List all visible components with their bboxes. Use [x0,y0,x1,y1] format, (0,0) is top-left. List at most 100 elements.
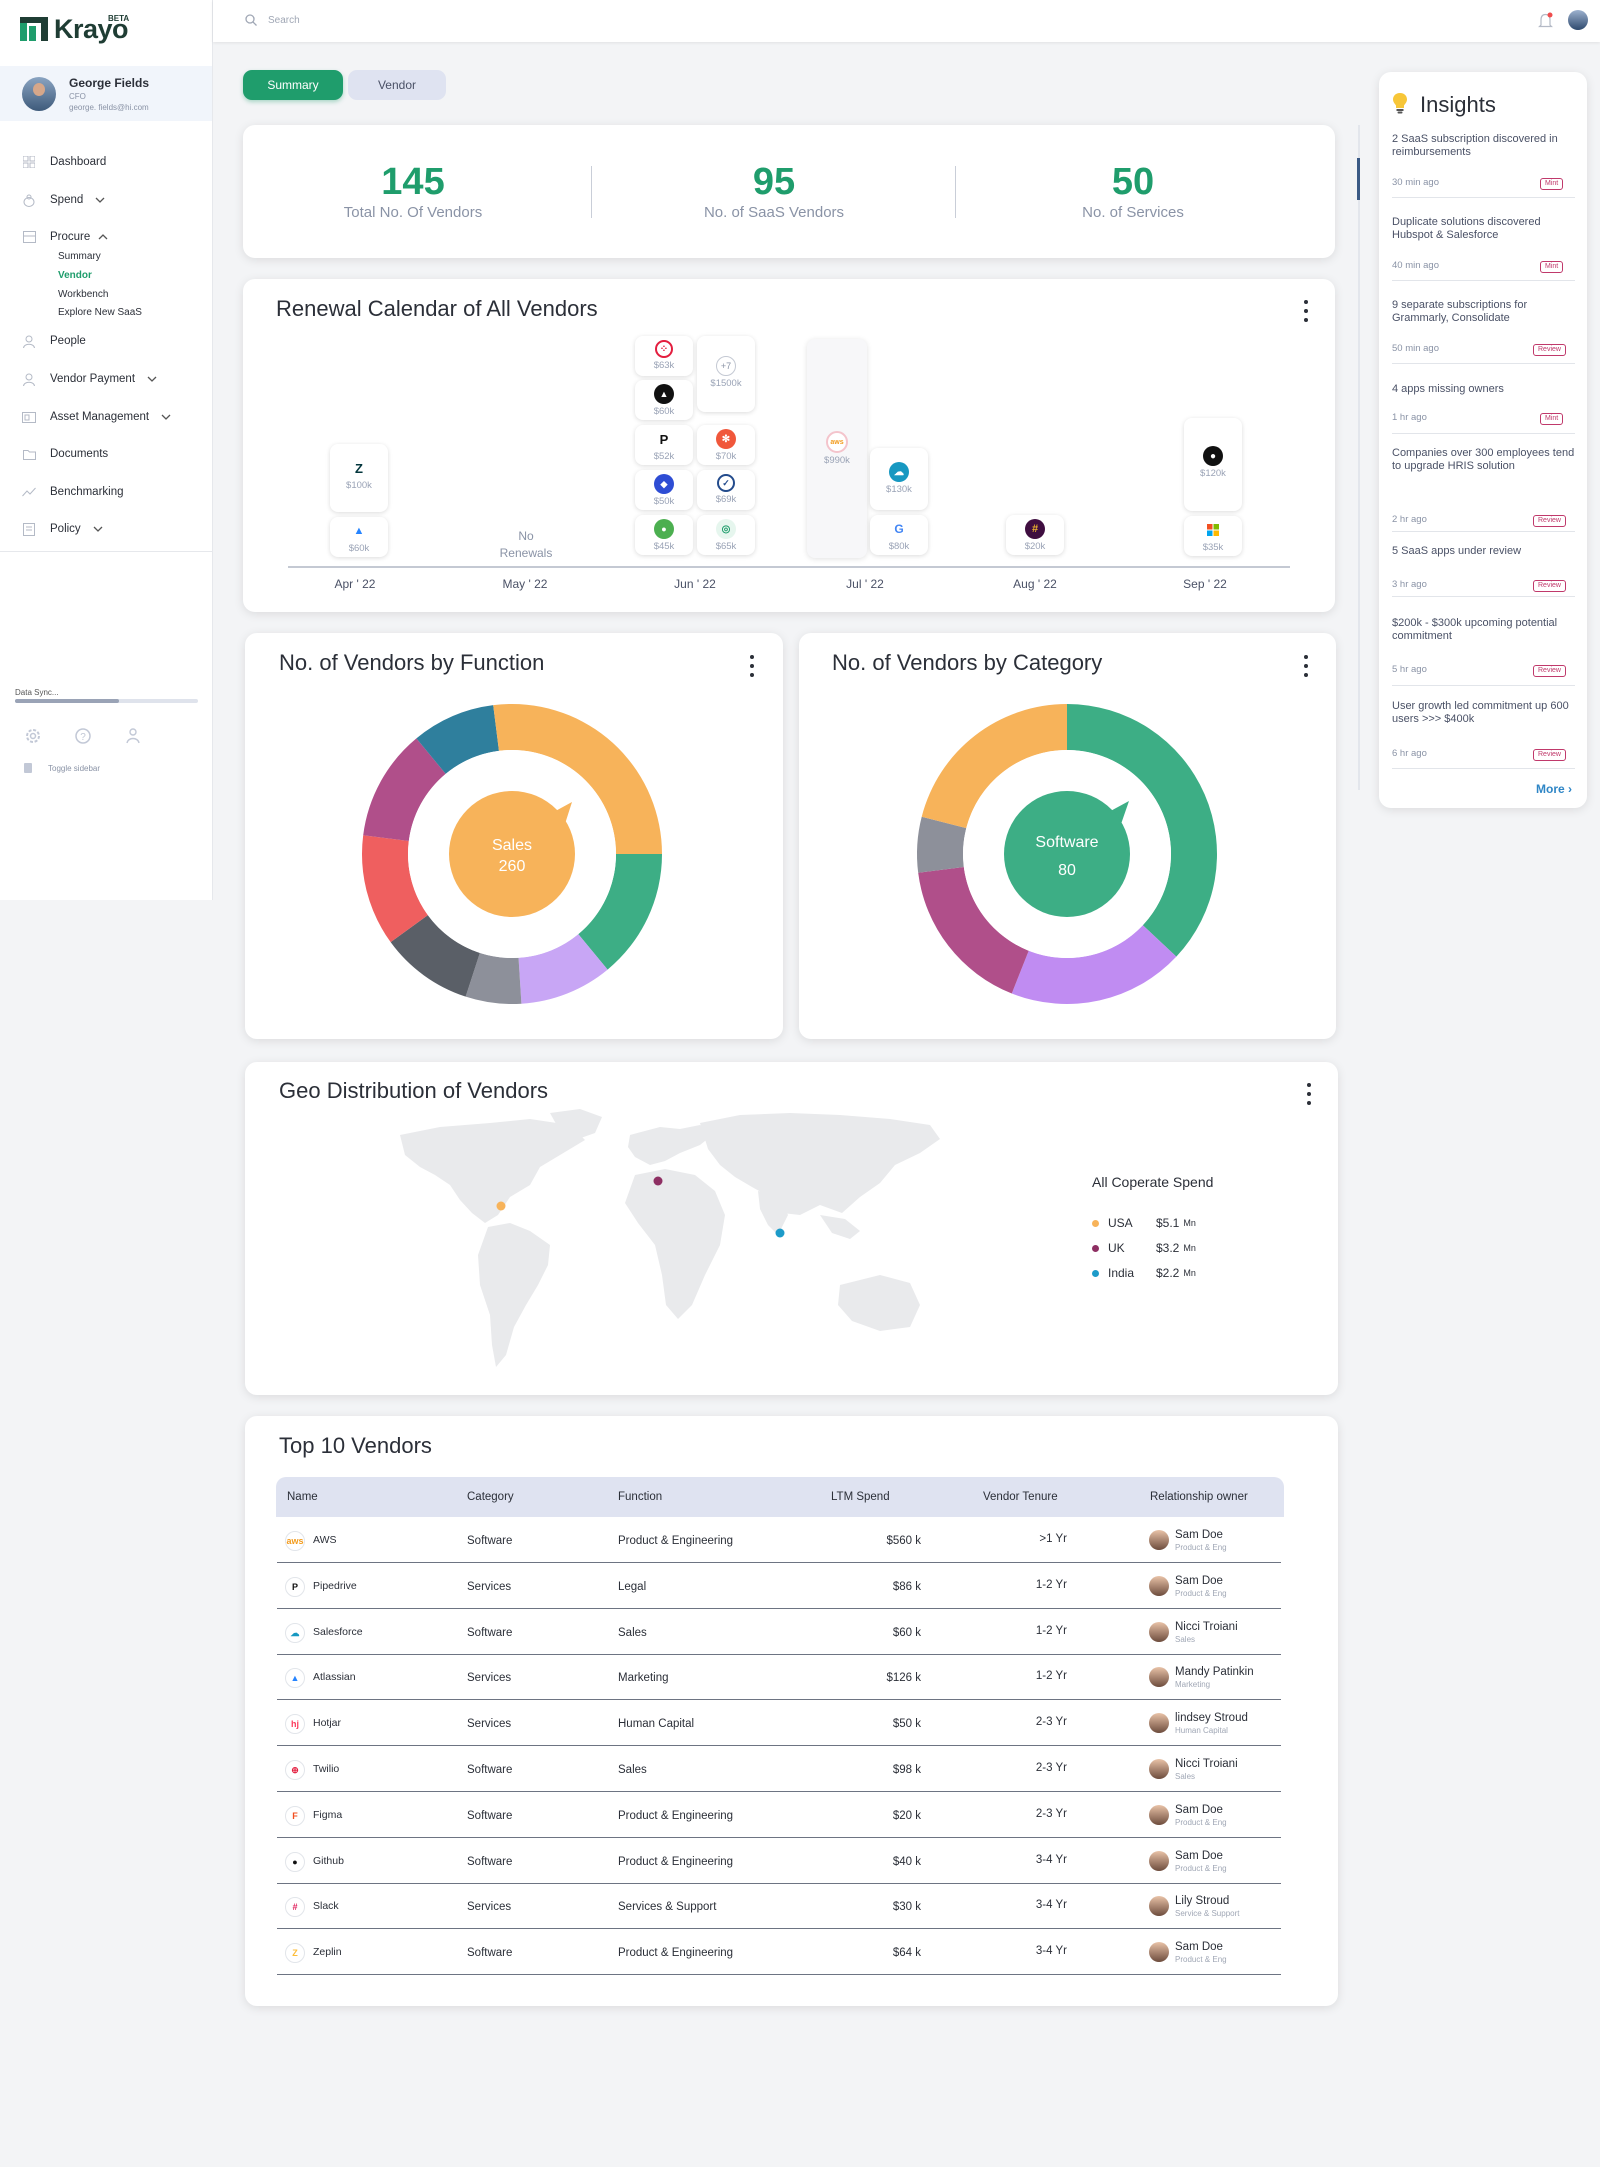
column-header-relationship-owner[interactable]: Relationship owner [1150,1491,1248,1503]
column-header-category[interactable]: Category [467,1491,514,1503]
sidebar-item-vendor-payment[interactable]: Vendor Payment [0,366,212,392]
user-profile-card[interactable]: George Fields CFO george. fields@hi.com [0,66,212,121]
search-icon[interactable] [245,14,257,26]
owner-name[interactable]: Sam Doe [1175,1575,1223,1587]
renewal-chip-vendor[interactable]: ◆ $50k [635,470,693,510]
renewal-chip-vendor[interactable]: ◎ $65k [697,515,755,555]
column-header-ltm-spend[interactable]: LTM Spend [831,1491,890,1503]
table-row[interactable]: # Slack Services Services & Support $30 k 3-4… [277,1883,1281,1929]
insight-item[interactable]: 2 SaaS subscription discovered in reimbu… [1392,133,1575,159]
column-header-vendor-tenure[interactable]: Vendor Tenure [983,1491,1058,1503]
insight-item[interactable]: $200k - $300k upcoming potential commitm… [1392,617,1575,643]
owner-name[interactable]: Mandy Patinkin [1175,1666,1254,1678]
vendor-name[interactable]: Hotjar [313,1717,342,1729]
vendor-name[interactable]: Github [313,1855,344,1867]
donut-segment[interactable] [1067,704,1217,957]
chevron-down-icon[interactable] [95,194,105,206]
renewal-chip-atlassian[interactable]: ▲ $60k [330,517,388,557]
usa-marker[interactable] [496,1201,506,1211]
insight-badge[interactable]: Mint [1540,261,1564,273]
donut-segment[interactable] [390,915,480,997]
gear-icon[interactable] [24,727,42,745]
sidebar-item-spend[interactable]: Spend [0,187,212,213]
brand-logo[interactable]: Krayo [20,12,129,46]
chevron-down-icon[interactable] [93,523,103,535]
renewal-chip-microsoft[interactable]: $35k [1184,516,1242,556]
function-donut-chart[interactable]: Sales 260 [352,694,672,1014]
owner-name[interactable]: Sam Doe [1175,1941,1223,1953]
insight-item[interactable]: 4 apps missing owners [1392,383,1575,396]
renewal-chip-twilio[interactable]: ⁘ $63k [635,336,693,376]
search-input[interactable]: Search [268,15,300,26]
renewal-chip-vendor[interactable]: ● $45k [635,515,693,555]
table-row[interactable]: ● Github Software Product & Engineering $40 … [277,1838,1281,1884]
owner-name[interactable]: Nicci Troiani [1175,1758,1238,1770]
sidebar-subitem-workbench[interactable]: Workbench [58,289,109,300]
renewal-chip-hubspot[interactable]: ✻ $70k [697,425,755,465]
notification-bell-icon[interactable] [1538,12,1554,30]
renewal-chip-more[interactable]: +7 $1500k [697,336,755,412]
owner-name[interactable]: lindsey Stroud [1175,1712,1248,1724]
owner-name[interactable]: Sam Doe [1175,1804,1223,1816]
insight-item[interactable]: User growth led commitment up 600 users … [1392,700,1575,726]
table-row[interactable]: ▲ Atlassian Services Marketing $126 k 1-2 Yr M… [277,1654,1281,1700]
renewal-chip-salesforce[interactable]: ☁ $130k [870,448,928,510]
insight-badge[interactable]: Mint [1540,413,1564,425]
sidebar-item-policy[interactable]: Policy [0,516,212,542]
donut-segment[interactable] [465,952,522,1004]
column-header-name[interactable]: Name [287,1491,318,1503]
insight-item[interactable]: 9 separate subscriptions for Grammarly, … [1392,299,1575,325]
renewal-chip-slack[interactable]: # $20k [1006,515,1064,555]
insights-more-link[interactable]: More › [1536,782,1572,796]
owner-name[interactable]: Lily Stroud [1175,1895,1230,1907]
donut-segment[interactable] [363,738,446,841]
insight-item[interactable]: 5 SaaS apps under review [1392,545,1575,558]
renewal-chip-pipedrive[interactable]: P $52k [635,425,693,465]
toggle-sidebar-label[interactable]: Toggle sidebar [48,764,101,773]
renewal-chip-vendor[interactable]: ▲ $60k [635,380,693,420]
renewal-column-jul[interactable]: aws $990k [807,339,867,558]
donut-segment[interactable] [518,934,608,1004]
category-more-menu-icon[interactable] [1303,655,1309,677]
vendor-name[interactable]: Pipedrive [313,1580,357,1592]
sidebar-item-people[interactable]: People [0,328,212,354]
renewal-chip-google[interactable]: G $80k [870,515,928,555]
sidebar-item-benchmarking[interactable]: Benchmarking [0,479,212,505]
vendor-name[interactable]: Atlassian [313,1671,356,1683]
sidebar-subitem-vendor[interactable]: Vendor [58,270,92,281]
owner-name[interactable]: Sam Doe [1175,1850,1223,1862]
donut-segment[interactable] [512,704,662,854]
insight-item[interactable]: Duplicate solutions discovered Hubspot &… [1392,216,1575,242]
renewal-more-menu-icon[interactable] [1303,300,1309,322]
owner-name[interactable]: Nicci Troiani [1175,1621,1238,1633]
category-donut-chart[interactable]: Software 80 [907,694,1227,1014]
renewal-chip-vendor[interactable]: ✓ $69k [697,470,755,510]
owner-name[interactable]: Sam Doe [1175,1529,1223,1541]
uk-marker[interactable] [653,1176,663,1186]
donut-segment[interactable] [362,835,428,943]
top-user-avatar[interactable] [1568,10,1588,30]
vendor-name[interactable]: Figma [313,1809,343,1821]
insight-badge[interactable]: Mint [1540,178,1564,190]
vendor-name[interactable]: Twilio [313,1763,340,1775]
team-icon[interactable] [124,727,142,745]
donut-segment[interactable] [416,705,499,774]
insight-badge[interactable]: Review [1533,749,1566,761]
vendor-name[interactable]: Zeplin [313,1946,342,1958]
sidebar-toggle-icon[interactable] [24,763,32,773]
scrollbar-thumb[interactable] [1357,158,1360,200]
insight-badge[interactable]: Review [1533,665,1566,677]
sidebar-subitem-explore-new-saas[interactable]: Explore New SaaS [58,307,142,318]
insight-badge[interactable]: Review [1533,580,1566,592]
vendor-name[interactable]: Salesforce [313,1626,363,1638]
insight-item[interactable]: Companies over 300 employees tend to upg… [1392,447,1575,473]
chevron-down-icon[interactable] [161,411,171,423]
tab-summary[interactable]: Summary [243,70,343,100]
sidebar-item-dashboard[interactable]: Dashboard [0,149,212,175]
help-icon[interactable]: ? [74,727,92,745]
chevron-down-icon[interactable] [147,373,157,385]
table-row[interactable]: ☁ Salesforce Software Sales $60 k 1-2 Yr Nicci… [277,1609,1281,1655]
function-more-menu-icon[interactable] [749,655,755,677]
scrollbar-track[interactable] [1358,125,1360,790]
india-marker[interactable] [775,1228,785,1238]
